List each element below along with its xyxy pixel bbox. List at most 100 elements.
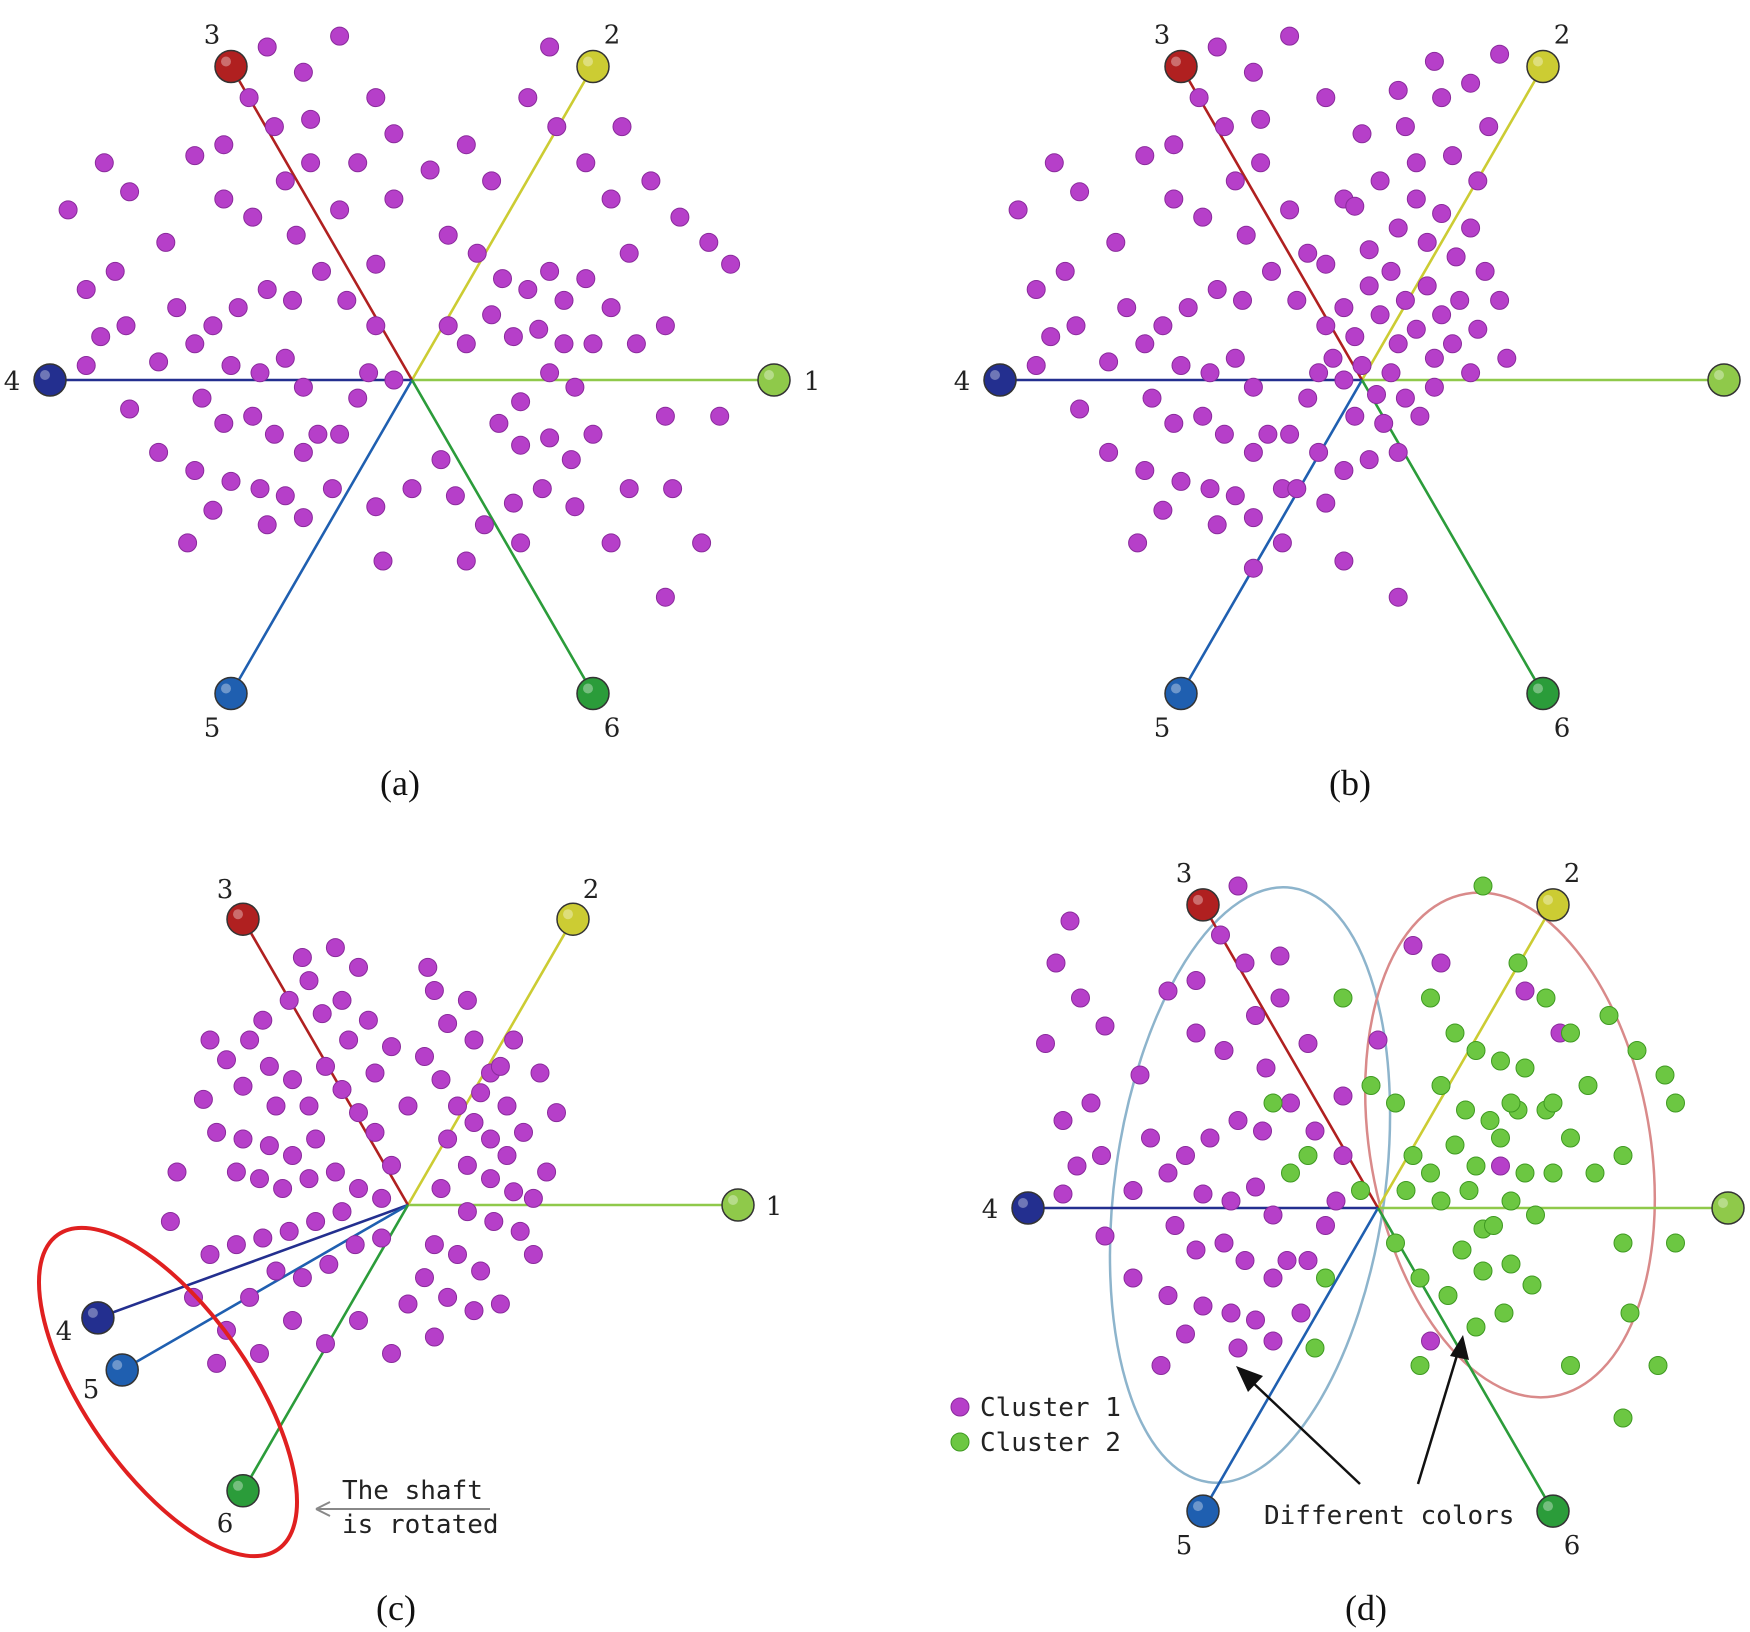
- panel-3-anchor-5: [105, 1353, 139, 1387]
- panel-4-point-c1-29: [1228, 1338, 1248, 1358]
- panel-3-point-c1-81: [514, 1122, 533, 1142]
- panel-4-point-c1-28: [1176, 1324, 1195, 1344]
- panel-3-point-c1-9: [332, 1080, 352, 1099]
- panel-3-point-c1-5: [266, 1096, 286, 1116]
- panel-4-point-c2-42: [1410, 1356, 1430, 1375]
- panel-1-point-c1-120: [420, 160, 440, 180]
- panel-4-point-c2-15: [1494, 1303, 1514, 1323]
- panel-4-point-c2-36: [1613, 1233, 1633, 1253]
- panel-2-point-c1-42: [1225, 171, 1245, 191]
- panel-3-point-c1-74: [504, 1030, 524, 1050]
- panel-4-point-c1-0: [1071, 988, 1090, 1008]
- panel-1-point-c1-58: [493, 269, 512, 289]
- panel-2-point-c1-64: [1417, 276, 1437, 296]
- panel-2-point-c1-39: [1236, 225, 1256, 245]
- panel-2-point-c1-14: [1171, 356, 1191, 375]
- panel-4-anchor-label-4: 4: [982, 1195, 999, 1225]
- panel-4-legend-swatch-cluster-2: [950, 1432, 970, 1452]
- panel-1-point-c1-107: [445, 486, 465, 506]
- panel-1-point-c1-25: [221, 471, 241, 491]
- panel-2-point-c1-49: [1189, 88, 1209, 108]
- panel-1-point-c1-36: [366, 316, 386, 336]
- panel-4-point-c1-9: [1158, 1163, 1178, 1183]
- panel-1-point-c1-50: [214, 135, 234, 155]
- panel-2-anchor-highlight-3: [1171, 56, 1181, 67]
- panel-1-point-c1-20: [243, 406, 263, 426]
- panel-1-point-c1-1: [120, 182, 140, 202]
- panel-2-point-c1-116: [1070, 399, 1090, 419]
- panel-3-point-c1-2: [240, 1030, 260, 1050]
- panel-3-point-c1-31: [292, 1268, 312, 1288]
- panel-1-point-c1-13: [283, 290, 302, 310]
- panel-3-point-c1-33: [345, 1235, 365, 1255]
- panel-2-point-c1-114: [1128, 533, 1148, 553]
- panel-3-point-c1-60: [510, 1221, 530, 1241]
- panel-3-anchor-highlight-3: [233, 909, 243, 920]
- panel-3-point-c1-78: [424, 981, 444, 1000]
- panel-1-anchor-highlight-6: [583, 683, 593, 694]
- panel-3-axis-line-4: [97, 1203, 409, 1320]
- panel-1-point-c1-33: [348, 388, 368, 408]
- panel-2-point-c1-89: [1287, 479, 1307, 499]
- panel-3-point-c1-28: [226, 1235, 246, 1255]
- panel-2-point-c1-8: [1099, 352, 1119, 372]
- annotation-layer-below: [1108, 886, 1657, 1484]
- panel-3-point-c1-20: [299, 1169, 319, 1189]
- panel-1-point-c1-40: [243, 207, 263, 227]
- panel-2-anchor-label-6: 6: [1554, 713, 1571, 743]
- panel-3-point-c1-12: [306, 1129, 326, 1149]
- panel-2-point-c1-87: [1359, 450, 1379, 470]
- panel-3-anchor-label-4: 4: [56, 1317, 73, 1347]
- panel-4-point-c1-14: [1193, 1184, 1213, 1204]
- panel-1-caption: (a): [380, 763, 420, 803]
- panel-1-axis-line-5: [229, 379, 414, 695]
- panel-1-point-c1-112: [149, 442, 169, 462]
- panel-2-point-c1-63: [1406, 319, 1426, 339]
- panel-3-point-c1-35: [382, 1155, 401, 1175]
- panel-2-point-c1-101: [1432, 88, 1452, 108]
- panel-4-anchor-highlight-6: [1543, 1501, 1553, 1512]
- panel-4-point-c1-31: [1291, 1303, 1311, 1323]
- panel-3-point-c1-90: [316, 1334, 335, 1354]
- panel-2-point-c1-0: [1044, 153, 1064, 173]
- panel-3-anchor-label-5: 5: [83, 1375, 100, 1405]
- panel-1-point-c1-118: [456, 135, 476, 155]
- panel-2-point-c1-69: [1461, 363, 1481, 383]
- panel-4-point-c2-26: [1578, 1076, 1598, 1095]
- panel-1-point-c1-41: [214, 189, 234, 209]
- panel-4-point-c2-37: [1666, 1233, 1685, 1253]
- panel-2-point-c1-45: [1316, 254, 1336, 274]
- panel-2-point-c1-62: [1395, 290, 1415, 310]
- panel-4-anchor-highlight-2: [1543, 894, 1553, 905]
- panel-2-point-c1-32: [1280, 424, 1300, 444]
- panel-2-point-c1-27: [1225, 486, 1245, 506]
- panel-3-point-c1-59: [484, 1212, 504, 1231]
- panel-4-point-c1-19: [1186, 1240, 1206, 1260]
- panel-3-point-c1-79: [457, 990, 477, 1010]
- panel-2-point-c1-111: [1334, 551, 1354, 571]
- panel-4-point-c2-38: [1620, 1303, 1640, 1323]
- panel-3-anchor-highlight-6: [233, 1480, 243, 1491]
- panel-2-anchor-3: [1164, 49, 1198, 84]
- panel-2-point-c1-10: [1153, 316, 1173, 336]
- panel-3-point-c1-77: [438, 1014, 458, 1033]
- panel-4-arrow-1-shaft: [1249, 1379, 1361, 1485]
- panel-1-point-c1-103: [655, 587, 675, 607]
- panel-4-point-c1-32: [1298, 1251, 1318, 1270]
- panel-3-point-c1-76: [464, 1030, 484, 1050]
- panel-2-point-c1-68: [1450, 290, 1470, 310]
- panel-2-point-c1-91: [1406, 189, 1426, 209]
- panel-4-point-c1-50: [1228, 876, 1248, 896]
- panel-2-point-c1-115: [1099, 442, 1119, 462]
- panel-3-point-c1-7: [299, 1096, 319, 1116]
- panel-2-point-c1-52: [1243, 62, 1263, 82]
- panel-4-point-c1-3: [1130, 1065, 1150, 1085]
- panel-4-point-c2-8: [1501, 1191, 1521, 1211]
- panel-4-point-c2-28: [1536, 988, 1556, 1008]
- panel-3-point-c1-39: [299, 971, 319, 991]
- panel-4-point-c1-12: [1228, 1111, 1248, 1130]
- panel-2-point-c1-24: [1135, 461, 1155, 480]
- panel-2-point-c1-73: [1345, 406, 1365, 426]
- panel-3-point-c1-34: [372, 1228, 392, 1248]
- panel-1-point-c1-64: [456, 334, 476, 354]
